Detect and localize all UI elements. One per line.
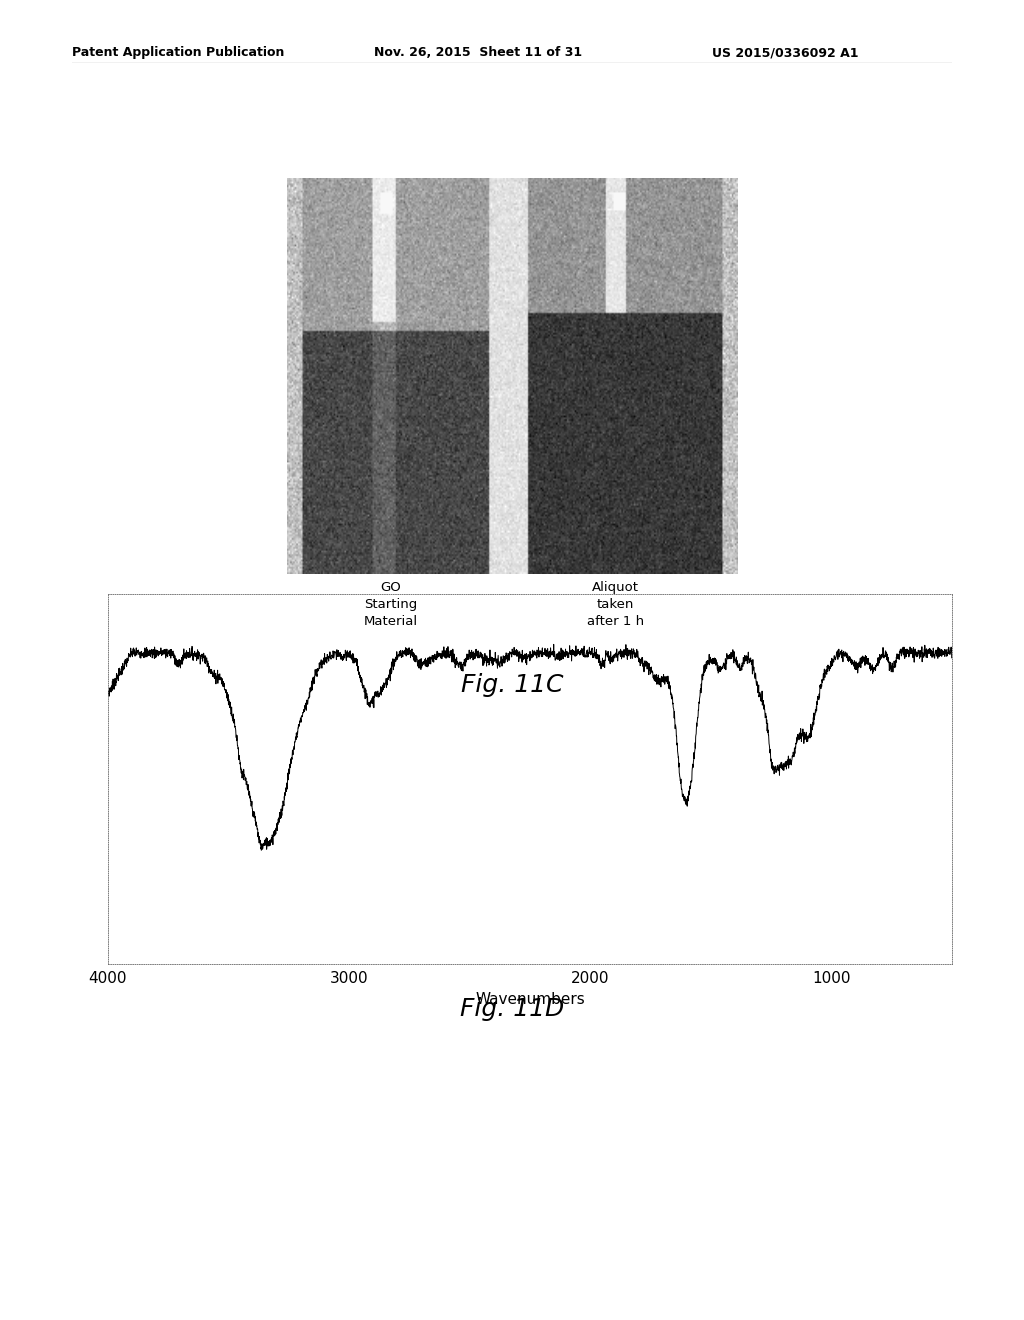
Text: Aliquot
taken
after 1 h: Aliquot taken after 1 h (587, 581, 644, 628)
Text: Patent Application Publication: Patent Application Publication (72, 46, 284, 59)
X-axis label: Wavenumbers: Wavenumbers (475, 993, 585, 1007)
Text: US 2015/0336092 A1: US 2015/0336092 A1 (712, 46, 858, 59)
Text: Fig. 11C: Fig. 11C (461, 673, 563, 697)
Text: Fig. 11D: Fig. 11D (460, 997, 564, 1020)
Text: GO
Starting
Material: GO Starting Material (364, 581, 418, 628)
Text: Nov. 26, 2015  Sheet 11 of 31: Nov. 26, 2015 Sheet 11 of 31 (374, 46, 582, 59)
